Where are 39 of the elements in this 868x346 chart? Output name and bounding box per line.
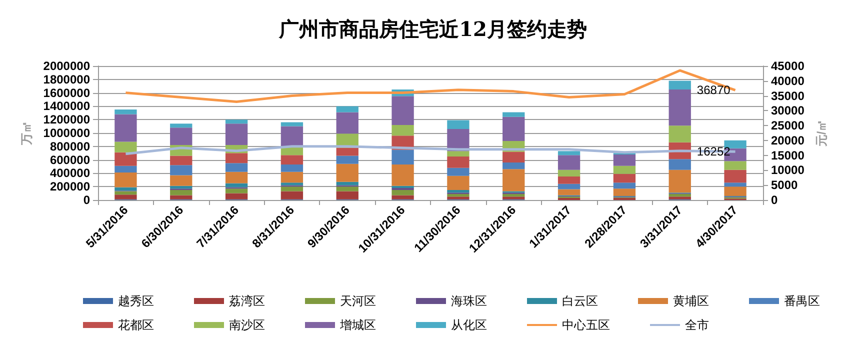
y2-tick-label: 40000 [771,74,805,88]
y2-axis-title: 元/㎡ [814,119,828,148]
legend-label: 越秀区 [118,294,154,308]
legend-label: 中心五区 [562,318,610,332]
data-label: 36870 [696,83,731,98]
y-axis-title: 万㎡ [19,121,34,146]
y-tick-label: 1600000 [43,86,90,100]
y2-tick-label: 20000 [771,133,805,148]
y2-tick-label: 35000 [771,88,805,103]
y-tick-label: 1400000 [43,99,90,114]
y2-tick-label: 30000 [771,104,805,118]
legend-label: 荔湾区 [229,294,265,308]
y-tick-label: 800000 [50,139,90,154]
y-tick-label: 600000 [50,152,90,167]
legend-label: 增城区 [339,318,376,332]
y-tick-label: 2000000 [43,59,90,73]
y2-tick-label: 10000 [771,163,805,178]
legend-label: 花都区 [118,318,154,332]
legend-label: 黄埔区 [673,294,709,308]
chart-title: 广州市商品房住宅近12月签约走势 [278,17,587,41]
data-label: 16252 [696,144,731,159]
y-tick-label: 200000 [50,180,90,194]
y2-tick-label: 15000 [771,148,805,162]
legend-label: 南沙区 [229,318,265,332]
y-tick-label: 1000000 [43,126,90,140]
y-tick-label: 0 [83,193,90,207]
y2-tick-label: 5000 [771,178,798,192]
y-tick-label: 1200000 [43,112,90,127]
y2-tick-label: 0 [771,193,778,207]
legend-label: 白云区 [562,294,598,308]
legend-label: 海珠区 [451,294,487,308]
y-tick-label: 1800000 [43,72,90,86]
legend-label: 从化区 [451,318,487,332]
legend-label: 全市 [685,318,709,332]
y2-tick-label: 45000 [771,59,805,73]
y2-tick-label: 25000 [771,118,805,133]
legend-label: 天河区 [340,294,376,308]
y-tick-label: 400000 [50,166,90,180]
legend-label: 番禺区 [784,294,820,308]
